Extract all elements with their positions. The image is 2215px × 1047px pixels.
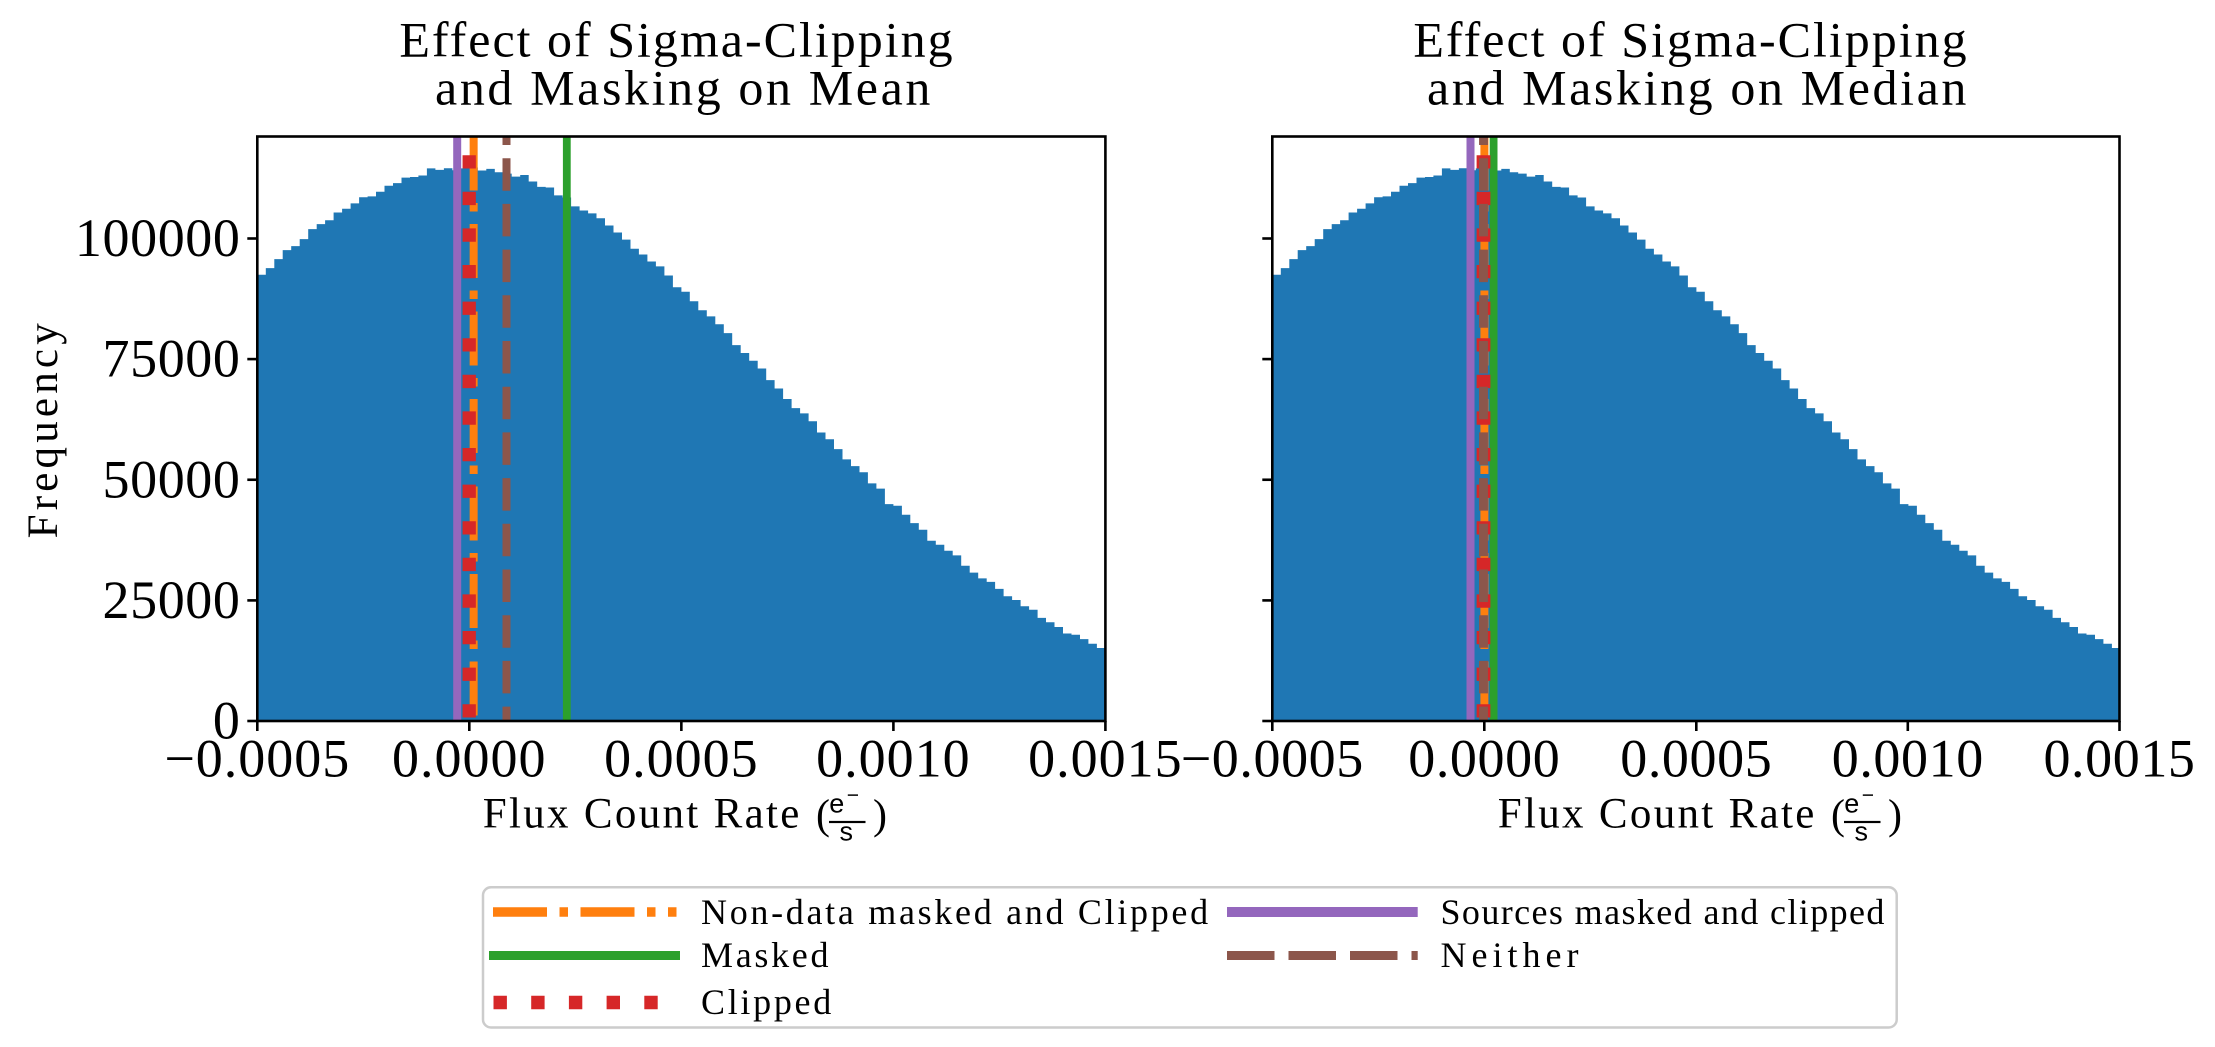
svg-text:s: s xyxy=(840,817,854,847)
svg-text:−: − xyxy=(1862,784,1874,807)
svg-text:0.0015: 0.0015 xyxy=(1028,729,1183,789)
svg-text:): ) xyxy=(1888,792,1902,838)
svg-text:75000: 75000 xyxy=(103,329,241,389)
svg-text:Flux Count Rate: Flux Count Rate xyxy=(1498,791,1817,838)
svg-text:Neither: Neither xyxy=(1441,935,1584,975)
svg-text:(: ( xyxy=(816,792,830,838)
svg-text:Sources masked and clipped: Sources masked and clipped xyxy=(1441,892,1886,932)
svg-text:0.0010: 0.0010 xyxy=(816,729,971,789)
svg-text:0.0005: 0.0005 xyxy=(1620,729,1772,789)
svg-text:0.0005: 0.0005 xyxy=(604,729,759,789)
svg-text:0.0000: 0.0000 xyxy=(392,729,547,789)
svg-text:and Masking on Median: and Masking on Median xyxy=(1427,59,1969,115)
svg-text:0.0015: 0.0015 xyxy=(2043,729,2195,789)
svg-text:e: e xyxy=(1844,788,1859,818)
svg-text:Frequency: Frequency xyxy=(20,319,67,538)
svg-text:100000: 100000 xyxy=(75,208,241,268)
svg-text:Non-data masked and Clipped: Non-data masked and Clipped xyxy=(701,892,1211,932)
svg-text:Effect of Sigma-Clipping: Effect of Sigma-Clipping xyxy=(1413,12,1968,68)
svg-text:(: ( xyxy=(1831,792,1845,838)
svg-text:and Masking on Mean: and Masking on Mean xyxy=(435,59,933,115)
svg-text:Masked: Masked xyxy=(701,935,831,975)
svg-text:50000: 50000 xyxy=(103,449,241,509)
svg-text:e: e xyxy=(829,788,844,818)
svg-text:−: − xyxy=(847,784,859,807)
svg-text:Flux Count Rate: Flux Count Rate xyxy=(483,791,802,838)
svg-text:0.0000: 0.0000 xyxy=(1408,729,1560,789)
svg-text:Clipped: Clipped xyxy=(701,982,834,1022)
svg-text:Effect of Sigma-Clipping: Effect of Sigma-Clipping xyxy=(399,12,954,68)
svg-text:0: 0 xyxy=(213,691,241,751)
svg-text:−0.0005: −0.0005 xyxy=(1181,729,1364,789)
svg-text:0.0010: 0.0010 xyxy=(1832,729,1984,789)
svg-text:s: s xyxy=(1855,817,1869,847)
svg-text:−0.0005: −0.0005 xyxy=(164,729,350,789)
svg-text:25000: 25000 xyxy=(103,570,241,630)
svg-text:): ) xyxy=(873,792,887,838)
